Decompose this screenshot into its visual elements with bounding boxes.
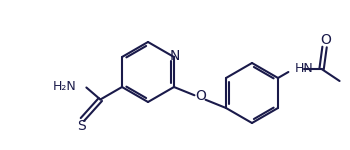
Text: O: O bbox=[320, 33, 331, 47]
Text: HN: HN bbox=[295, 61, 313, 75]
Text: N: N bbox=[170, 49, 180, 63]
Text: O: O bbox=[196, 90, 206, 104]
Text: S: S bbox=[77, 120, 86, 134]
Text: H₂N: H₂N bbox=[52, 80, 76, 93]
